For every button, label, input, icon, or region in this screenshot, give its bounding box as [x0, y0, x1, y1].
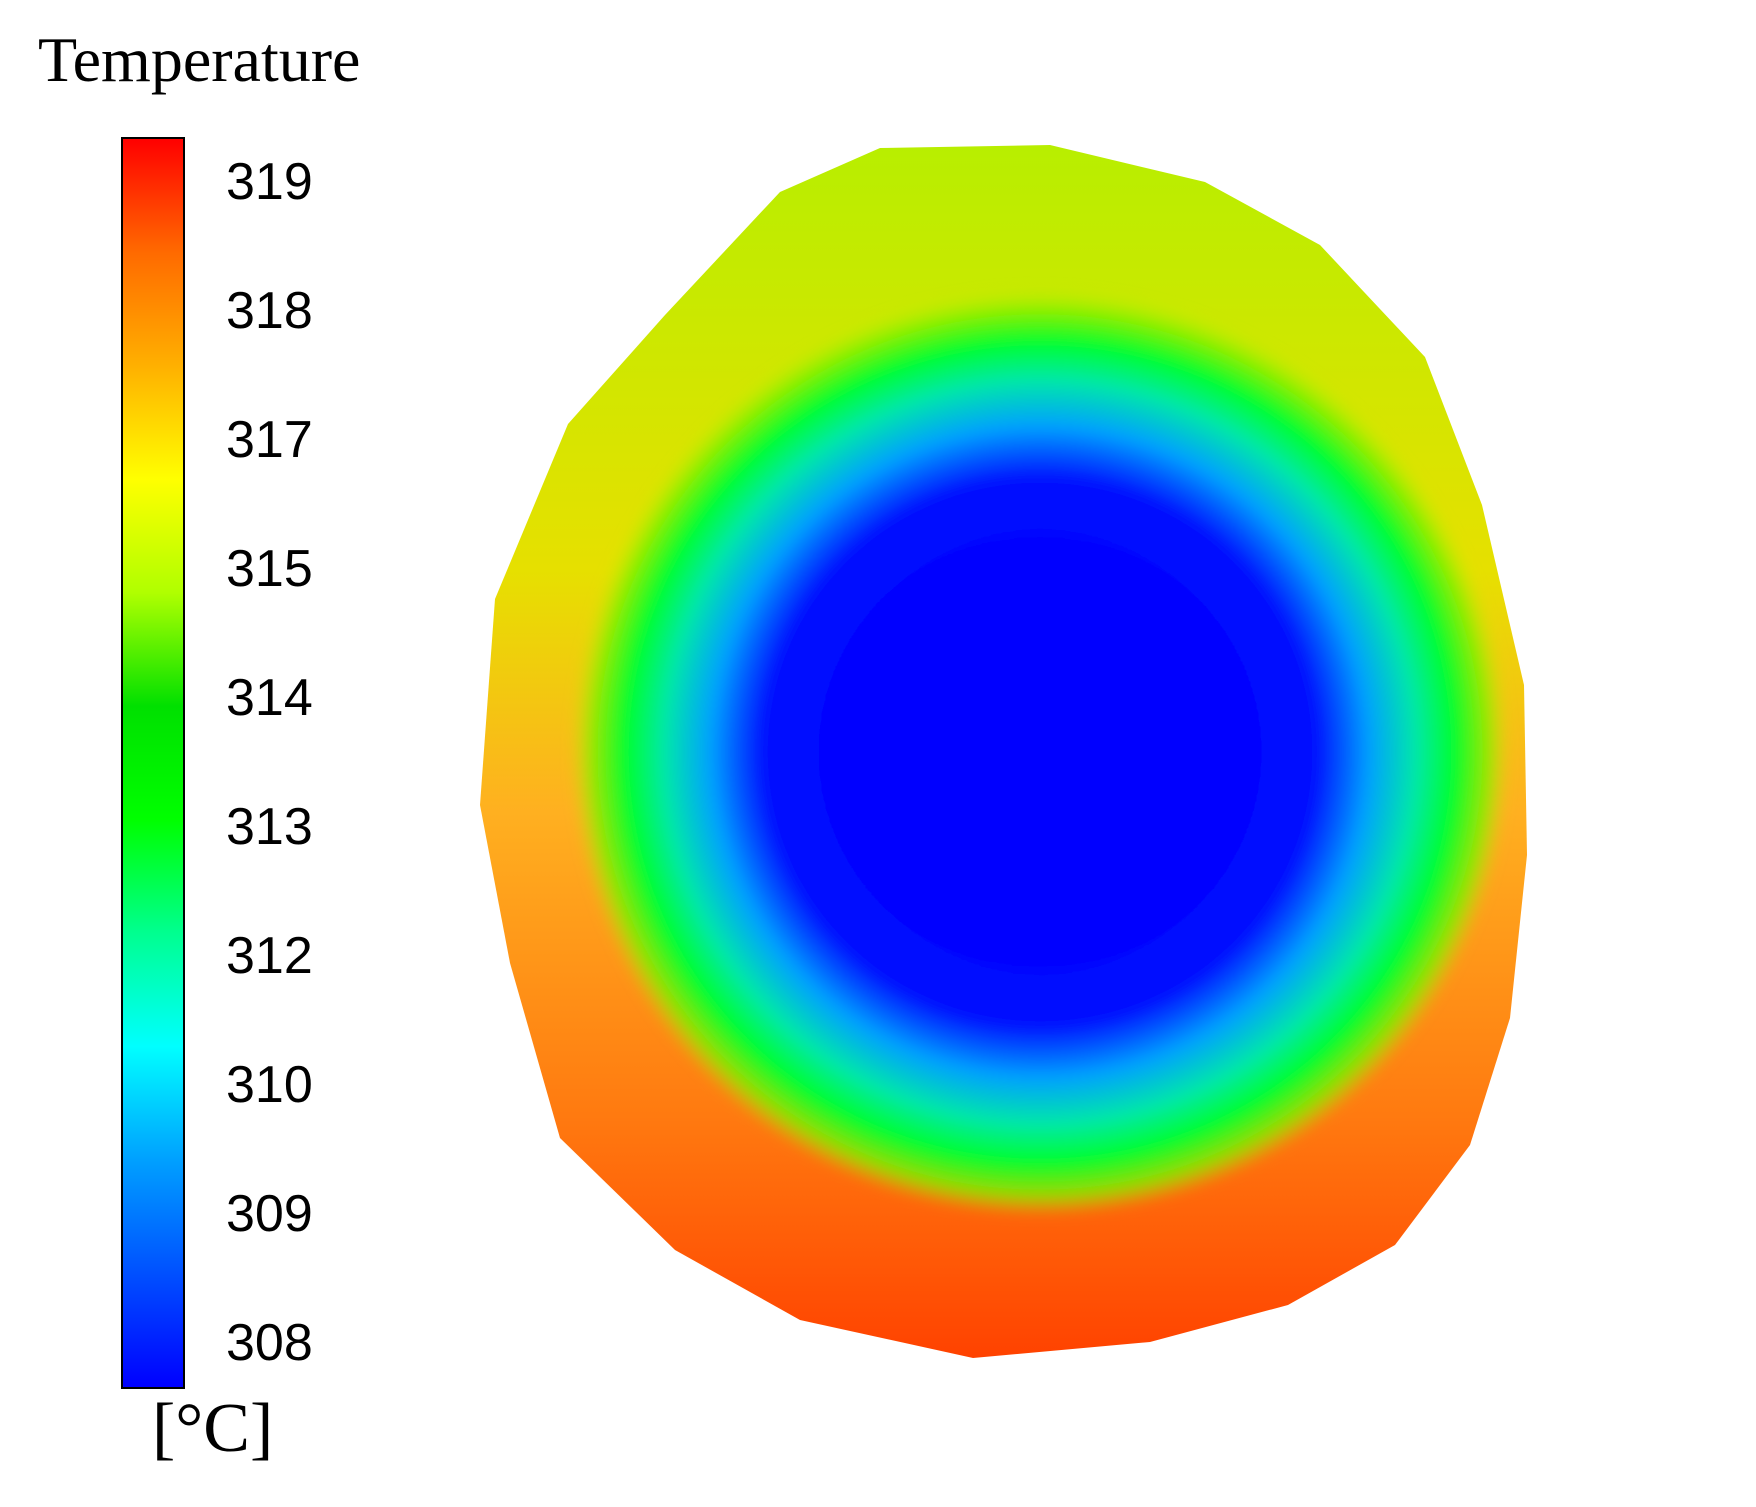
colorbar — [121, 137, 185, 1389]
tick-label-313: 313 — [226, 798, 313, 856]
tick-label-319: 319 — [226, 153, 313, 211]
tick-label-317: 317 — [226, 411, 313, 469]
tick-label-310: 310 — [226, 1056, 313, 1114]
legend-title: Temperature — [38, 24, 361, 95]
colorbar-ticks: 319 318 317 315 314 313 312 310 309 308 — [226, 0, 386, 1507]
tick-label-308: 308 — [226, 1314, 313, 1372]
unit-label: [°C] — [152, 1390, 274, 1467]
temperature-contour-plot — [480, 145, 1527, 1358]
tick-label-315: 315 — [226, 540, 313, 598]
tick-label-318: 318 — [226, 282, 313, 340]
tick-label-314: 314 — [226, 669, 313, 727]
tick-label-309: 309 — [226, 1185, 313, 1243]
tick-label-312: 312 — [226, 927, 313, 985]
cold-core — [570, 287, 1510, 1217]
